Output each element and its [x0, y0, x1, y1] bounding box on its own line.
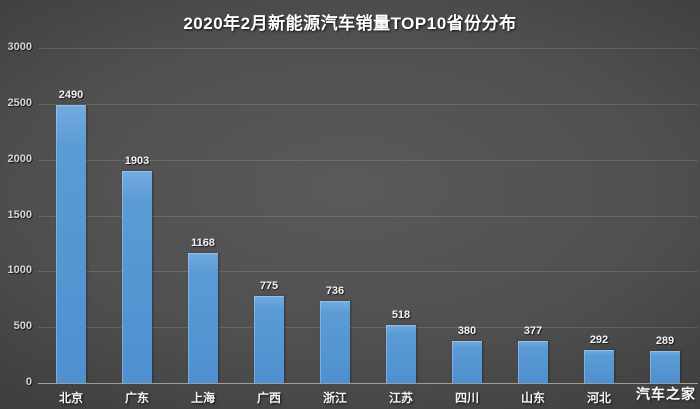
gridline — [38, 327, 698, 329]
x-category-label: 广东 — [124, 391, 149, 405]
bar-slot: 377 山东 — [500, 48, 566, 405]
gridline — [38, 159, 698, 161]
x-category-label: 北京 — [58, 391, 83, 405]
y-tick-label: 0 — [25, 376, 32, 388]
bar-value-label: 775 — [259, 280, 279, 293]
x-category-label: 上海 — [190, 391, 215, 405]
gridline — [38, 48, 698, 49]
bar — [518, 340, 548, 383]
bar-slot: 775 广西 — [236, 48, 302, 405]
x-category-label: 四川 — [454, 391, 479, 405]
bar-value-label: 377 — [523, 324, 543, 337]
bar — [584, 350, 614, 383]
y-tick-label: 2500 — [7, 96, 32, 109]
bar-slot: 736 浙江 — [302, 48, 368, 405]
gridline — [38, 215, 698, 217]
bar-slot: 1903 广东 — [104, 48, 170, 405]
bar-value-label: 518 — [391, 309, 411, 322]
chart-title: 2020年2月新能源汽车销量TOP10省份分布 — [183, 14, 517, 33]
bar-slot: 289 — [632, 48, 698, 383]
x-category-label: 江苏 — [388, 391, 413, 405]
x-axis-line — [38, 383, 698, 384]
y-tick-label: 3000 — [7, 41, 32, 53]
bar-value-label: 1168 — [191, 236, 215, 249]
bar-value-label: 2490 — [58, 88, 84, 101]
bar-value-label: 292 — [589, 334, 609, 347]
bar — [122, 170, 152, 383]
bar-slot: 518 江苏 — [368, 48, 434, 405]
bar — [386, 325, 416, 383]
x-category-label: 浙江 — [322, 391, 347, 405]
bar — [188, 252, 218, 383]
bar-value-label: 380 — [457, 324, 477, 337]
bar — [56, 104, 86, 383]
x-category-label: 河北 — [586, 391, 611, 405]
bar-slot: 1168 上海 — [170, 48, 236, 405]
y-tick-label: 1500 — [7, 208, 32, 221]
gridline — [38, 103, 698, 105]
y-tick-label: 1000 — [7, 264, 32, 277]
x-category-label: 山东 — [520, 391, 545, 405]
bar — [650, 350, 680, 383]
y-tick-label: 500 — [13, 320, 32, 333]
bar-value-label: 736 — [325, 284, 345, 297]
bar-slot: 2490 北京 — [38, 48, 104, 405]
bar-value-label: 289 — [655, 334, 675, 347]
bar — [452, 340, 482, 383]
watermark-autohome: 汽车之家 — [636, 386, 696, 402]
y-tick-label: 2000 — [7, 152, 32, 165]
bar — [254, 296, 284, 383]
bar-value-label: 1903 — [124, 154, 150, 167]
gridline — [38, 271, 698, 273]
bar-slot: 380 四川 — [434, 48, 500, 405]
bar — [320, 300, 350, 383]
bar-slot: 292 河北 — [566, 48, 632, 405]
x-category-label: 广西 — [256, 391, 281, 405]
plot-area: 2490 北京 1903 广东 1168 上海 775 广西 736 浙江 518 江苏 380 四川 37… — [38, 48, 698, 405]
